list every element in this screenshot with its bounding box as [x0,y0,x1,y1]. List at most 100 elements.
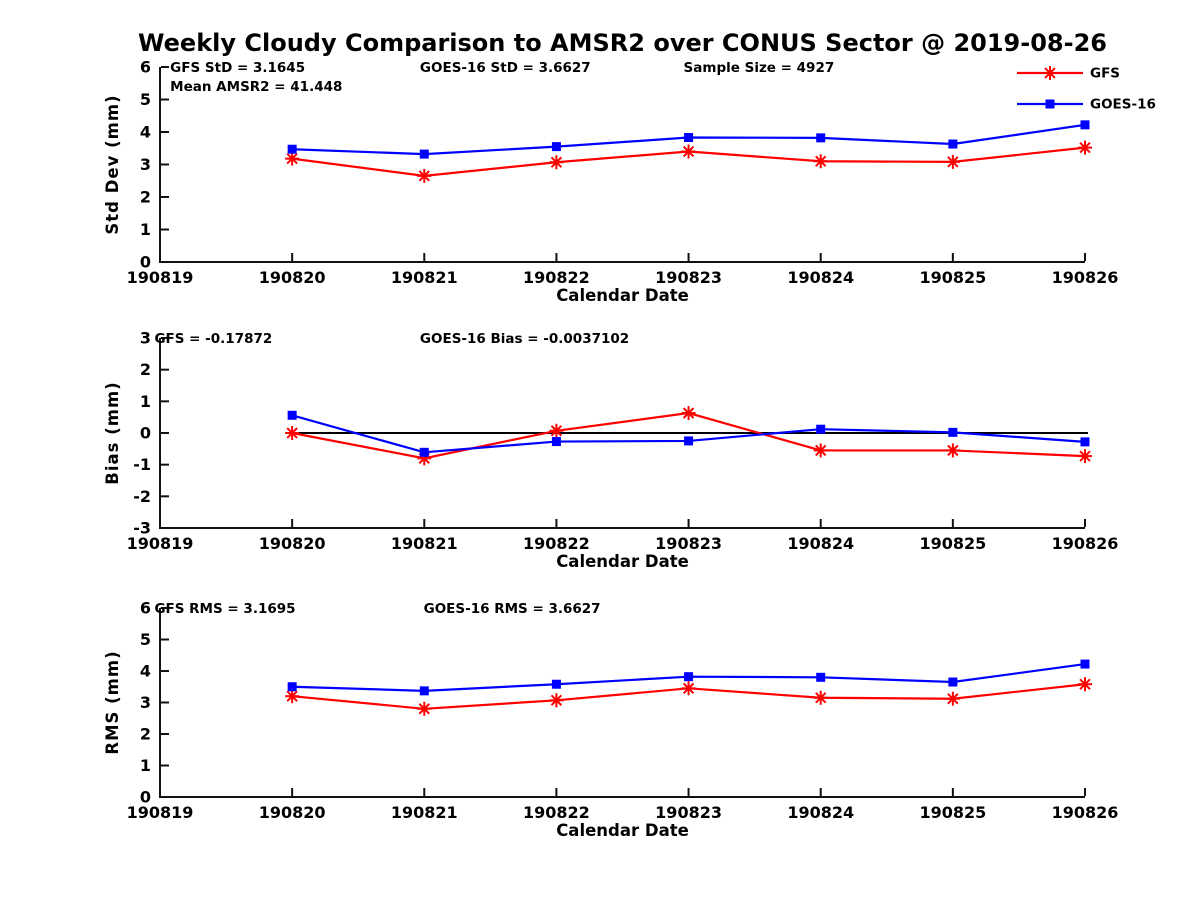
panel-annotation: GOES-16 StD = 3.6627 [420,60,591,76]
marker-square-goes-16 [1080,659,1090,669]
marker-asterisk-gfs [1079,678,1091,690]
y-tick-label: 0 [140,253,151,272]
x-tick-label: 190820 [259,268,326,287]
panel-annotation: Sample Size = 4927 [684,60,835,76]
x-tick-label: 190820 [259,803,326,822]
marker-asterisk-gfs [550,425,563,437]
x-tick-label: 190825 [919,268,986,287]
marker-square-goes-16 [287,144,297,154]
x-tick-label: 190821 [391,534,458,553]
legend-label: GFS [1090,66,1120,82]
x-tick-label: 190823 [655,268,722,287]
x-tick-label: 190822 [523,268,590,287]
marker-asterisk-gfs [1079,141,1091,154]
x-tick-label: 190824 [787,268,854,287]
marker-square-goes-16 [551,142,561,152]
panel-annotation: GOES-16 Bias = -0.0037102 [420,331,629,347]
marker-asterisk-gfs [550,694,563,706]
x-tick-label: 190822 [523,534,590,553]
x-tick-label: 190819 [127,534,194,553]
marker-square-goes-16 [419,447,429,457]
marker-square-goes-16 [419,686,429,696]
y-tick-label: -2 [133,487,151,506]
x-tick-label: 190821 [391,803,458,822]
y-tick-label: 6 [140,599,151,618]
y-tick-label: 2 [140,188,151,207]
x-tick-label: 190825 [919,534,986,553]
y-tick-label: 2 [140,360,151,379]
marker-asterisk-gfs [815,155,827,167]
y-tick-label: 6 [140,58,151,77]
y-tick-label: 1 [140,220,151,239]
marker-asterisk-gfs [815,444,827,457]
chart-title: Weekly Cloudy Comparison to AMSR2 over C… [138,29,1107,57]
marker-square-goes-16 [684,672,694,682]
legend-square-marker [1045,99,1055,109]
marker-asterisk-gfs [815,692,827,704]
x-tick-label: 190819 [127,268,194,287]
marker-square-goes-16 [287,410,297,420]
y-tick-label: 5 [140,630,151,649]
x-tick-label: 190824 [787,534,854,553]
x-axis-title: Calendar Date [556,286,689,305]
marker-asterisk-gfs [418,170,430,182]
x-tick-label: 190821 [391,268,458,287]
marker-asterisk-gfs [947,444,959,457]
x-tick-label: 190823 [655,534,722,553]
y-axis-title: Std Dev (mm) [103,94,122,234]
y-tick-label: 1 [140,392,151,411]
y-tick-label: 5 [140,90,151,109]
panel-annotation: GFS StD = 3.1645 [170,60,305,76]
marker-square-goes-16 [948,427,958,437]
y-tick-label: 3 [140,155,151,174]
legend-label: GOES-16 [1090,97,1156,113]
panel-annotation: GFS RMS = 3.1695 [154,601,295,617]
marker-square-goes-16 [948,139,958,149]
marker-square-goes-16 [1080,120,1090,130]
panel-annotation: GFS = -0.17872 [154,331,272,347]
y-tick-label: 4 [140,123,151,142]
marker-asterisk-gfs [286,152,298,165]
marker-asterisk-gfs [550,156,563,168]
x-tick-label: 190826 [1052,803,1119,822]
x-tick-label: 190826 [1052,534,1119,553]
x-tick-label: 190819 [127,803,194,822]
marker-square-goes-16 [419,149,429,159]
y-axis-title: RMS (mm) [103,650,122,754]
y-tick-label: 0 [140,788,151,807]
x-tick-label: 190820 [259,534,326,553]
x-tick-label: 190826 [1052,268,1119,287]
y-tick-label: 2 [140,725,151,744]
marker-asterisk-gfs [682,145,695,158]
marker-square-goes-16 [684,436,694,446]
x-tick-label: 190824 [787,803,854,822]
marker-square-goes-16 [948,677,958,687]
marker-asterisk-gfs [682,407,695,419]
marker-square-goes-16 [1080,437,1090,447]
x-axis-title: Calendar Date [556,821,689,840]
marker-square-goes-16 [816,672,826,682]
marker-asterisk-gfs [286,427,298,439]
marker-square-goes-16 [287,682,297,692]
y-tick-label: -1 [133,455,151,474]
x-tick-label: 190825 [919,803,986,822]
legend-asterisk-marker [1044,67,1056,79]
marker-asterisk-gfs [947,693,959,705]
x-tick-label: 190823 [655,803,722,822]
marker-asterisk-gfs [1079,450,1091,462]
marker-asterisk-gfs [682,682,695,694]
x-axis-title: Calendar Date [556,552,689,571]
marker-asterisk-gfs [947,156,959,168]
y-tick-label: 4 [140,662,151,681]
marker-square-goes-16 [551,679,561,689]
y-tick-label: 1 [140,756,151,775]
marker-square-goes-16 [816,424,826,434]
marker-asterisk-gfs [286,690,298,702]
marker-square-goes-16 [551,437,561,447]
x-tick-label: 190822 [523,803,590,822]
y-tick-label: 3 [140,693,151,712]
y-tick-label: -3 [133,519,151,538]
marker-square-goes-16 [684,133,694,143]
